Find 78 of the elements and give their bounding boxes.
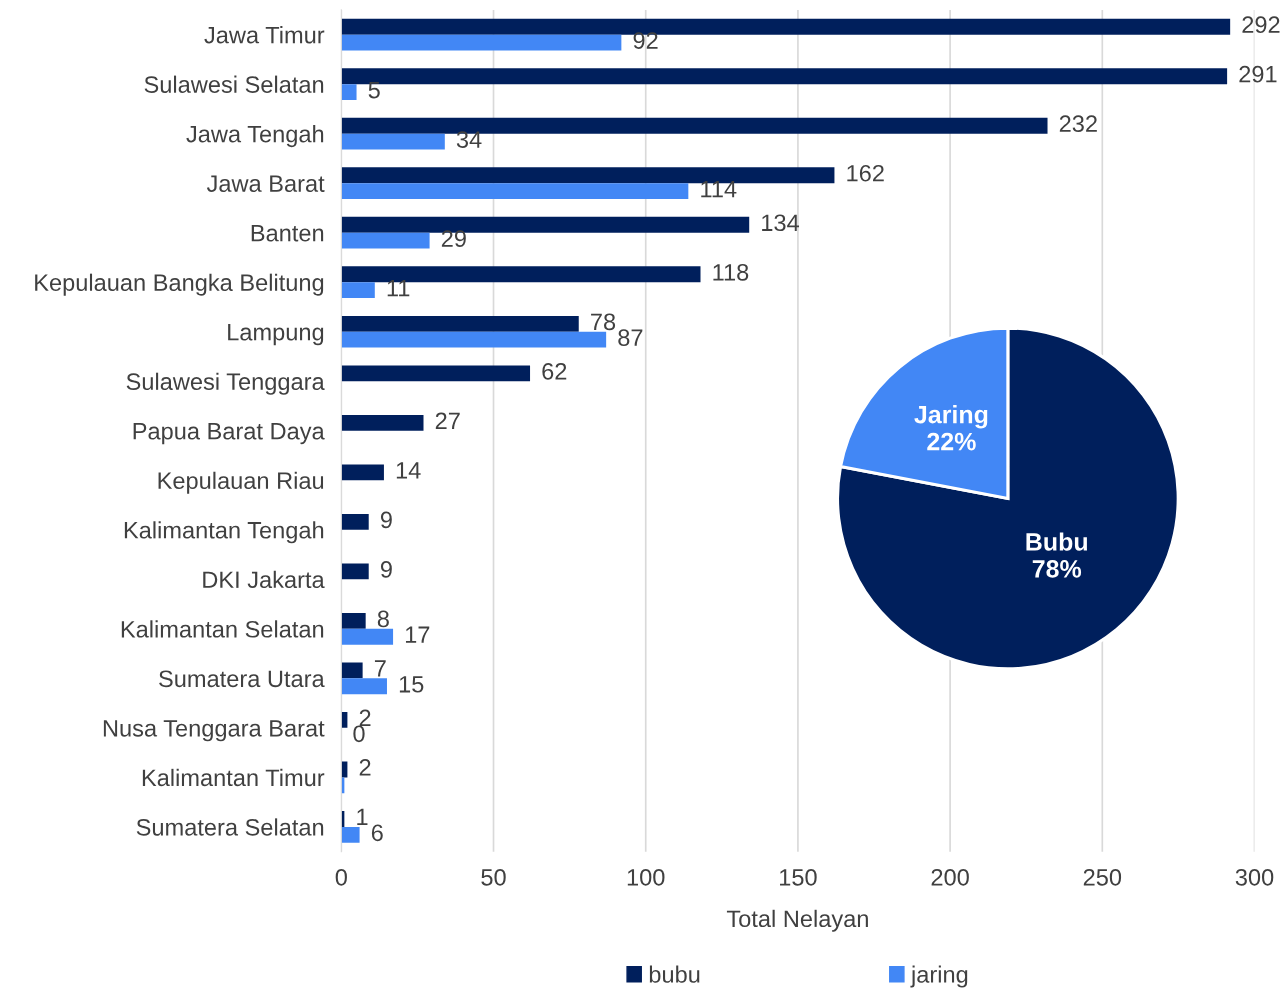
legend-label: jaring [910, 965, 968, 988]
data-label: 9 [380, 561, 392, 578]
x-tick-label: 200 [931, 868, 969, 886]
y-tick-label: Kepulauan Bangka Belitung [35, 273, 324, 296]
bar [341, 414, 424, 431]
bar [341, 365, 531, 382]
y-tick-label: Nusa Tenggara Barat [103, 720, 325, 742]
x-tick-label: 50 [481, 868, 506, 886]
bar [341, 282, 375, 299]
data-label: 6 [371, 824, 383, 842]
bar [341, 232, 430, 249]
x-axis-title: Total Nelayan [726, 909, 868, 932]
x-tick-label: 250 [1083, 868, 1122, 886]
y-tick-label: Kalimantan Timur [142, 768, 325, 787]
x-tick-label: 300 [1235, 868, 1274, 886]
x-tick-label: 100 [627, 868, 665, 886]
data-label: 0 [353, 725, 365, 743]
data-label: 7 [374, 660, 386, 677]
data-label: 14 [396, 462, 421, 479]
y-tick-label: Jawa Timur [204, 26, 325, 44]
bar [341, 612, 366, 629]
data-label: 291 [1239, 65, 1277, 83]
y-tick-label: Sulawesi Selatan [144, 75, 324, 93]
data-label: 15 [399, 676, 424, 693]
slice-label: Jaring [914, 405, 988, 429]
bar [341, 662, 363, 679]
data-label: 34 [456, 131, 482, 148]
bar [341, 628, 394, 645]
bar [341, 84, 357, 100]
data-label: 27 [435, 412, 460, 429]
data-label: 5 [368, 81, 380, 99]
bar [341, 678, 387, 695]
x-tick-label: 150 [780, 868, 817, 886]
bar [341, 513, 369, 530]
data-label: 2 [359, 709, 371, 727]
bar [341, 464, 384, 481]
data-label: 92 [633, 32, 658, 49]
legend-label: bubu [649, 965, 700, 983]
y-tick-label: Kalimantan Selatan [121, 620, 324, 638]
data-label: 2 [359, 759, 371, 776]
data-label: 1 [357, 808, 368, 826]
bar [341, 183, 689, 200]
y-tick-label: DKI Jakarta [203, 570, 325, 589]
data-label: 292 [1242, 16, 1280, 34]
bar [341, 331, 607, 348]
y-tick-label: Jawa Barat [206, 175, 325, 192]
data-label: 22% [927, 432, 976, 451]
y-tick-label: Sumatera Utara [159, 670, 325, 688]
y-tick-label: Papua Barat Daya [133, 423, 325, 445]
y-tick-label: Sulawesi Tenggara [126, 372, 325, 395]
data-label: 114 [701, 180, 737, 198]
data-label: 78 [591, 313, 616, 331]
slice-label: Bubu [1026, 532, 1088, 551]
data-label: 9 [380, 511, 392, 529]
data-label: 11 [387, 280, 410, 297]
bar [341, 563, 369, 580]
bar [341, 34, 622, 51]
data-label: 87 [618, 329, 643, 346]
bar [341, 826, 360, 843]
y-tick-label: Sumatera Selatan [136, 818, 324, 836]
y-tick-label: Banten [251, 225, 324, 242]
data-label: 162 [847, 164, 884, 182]
data-label: 134 [762, 214, 800, 232]
data-label: 29 [441, 230, 466, 247]
data-label: 17 [405, 626, 430, 643]
data-label: 62 [542, 362, 567, 380]
data-label: 8 [377, 610, 389, 628]
data-label: 232 [1059, 115, 1097, 133]
y-tick-label: Kepulauan Riau [158, 471, 324, 494]
bar [341, 315, 579, 332]
bar [341, 133, 445, 150]
data-label: 78% [1032, 559, 1082, 578]
data-label: 118 [713, 263, 749, 281]
pie-slice [836, 326, 1180, 671]
y-tick-label: Lampung [228, 324, 324, 346]
y-tick-label: Kalimantan Tengah [124, 521, 324, 544]
x-tick-label: 0 [335, 868, 347, 886]
y-tick-label: Jawa Tengah [186, 125, 324, 148]
